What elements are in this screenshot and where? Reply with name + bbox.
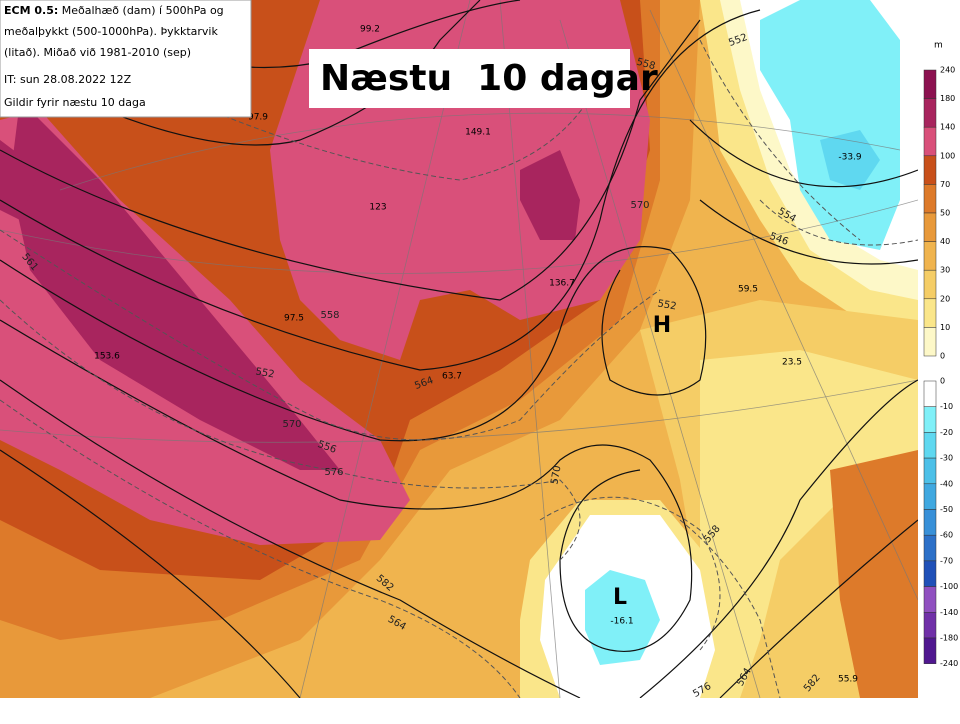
colorbar-swatch: [923, 69, 937, 99]
anomaly-label: 63.7: [442, 372, 462, 382]
header-bold: ECM 0.5:: [4, 4, 58, 17]
contour-label: 552: [657, 298, 678, 312]
anomaly-label: 149.1: [465, 128, 491, 138]
colorbar-label: -70: [940, 556, 953, 565]
contour-label: 570: [630, 200, 649, 211]
header-line: Gildir fyrir næstu 10 daga: [4, 96, 146, 109]
colorbar-swatch: [923, 212, 937, 242]
colorbar-label: -30: [940, 454, 953, 463]
colorbar-label: -240: [940, 659, 958, 668]
colorbar-label: 0: [940, 377, 945, 386]
contour-label: 570: [549, 465, 563, 486]
map: [0, 0, 918, 698]
anomaly-label: 55.9: [838, 675, 858, 685]
colorbar-swatch: [923, 586, 937, 613]
colorbar-label: 10: [940, 323, 950, 332]
colorbar-unit: m: [934, 41, 943, 51]
colorbar-swatch: [923, 184, 937, 214]
colorbar-label: 140: [940, 123, 955, 132]
anomaly-label: -33.9: [838, 153, 862, 163]
colorbar: 24018014010070504030201000-10-20-30-40-5…: [923, 66, 958, 668]
colorbar-swatch: [923, 612, 937, 639]
header-line: ECM 0.5: Meðalhæð (dam) í 500hPa og: [4, 4, 224, 17]
header-box: [0, 0, 252, 118]
contour-label: 570: [282, 419, 301, 430]
colorbar-label: 100: [940, 151, 955, 160]
colorbar-label: -10: [940, 402, 953, 411]
colorbar-label: 70: [940, 180, 950, 189]
colorbar-label: 0: [940, 352, 945, 361]
colorbar-swatch: [923, 380, 937, 407]
colorbar-label: 180: [940, 94, 955, 103]
colorbar-swatch: [923, 560, 937, 587]
colorbar-label: -60: [940, 531, 953, 540]
anomaly-label: 59.5: [738, 285, 758, 295]
colorbar-swatch: [923, 98, 937, 128]
anomaly-label: -16.1: [610, 617, 633, 627]
title-box: [309, 49, 630, 108]
anomaly-label: 97.9: [248, 113, 268, 123]
colorbar-swatch: [923, 241, 937, 271]
title: Næstu 10 dagar: [320, 58, 658, 99]
colorbar-swatch: [923, 637, 937, 664]
anomaly-label: 136.7: [549, 279, 575, 289]
header-line: meðalþykkt (500-1000hPa). Þykktarvik: [4, 25, 218, 38]
colorbar-label: -100: [940, 582, 958, 591]
header-text: Meðalhæð (dam) í 500hPa og: [58, 4, 223, 17]
colorbar-swatch: [923, 457, 937, 485]
contour-label: 552: [255, 366, 276, 380]
colorbar-label: 50: [940, 209, 950, 218]
contour-label: 558: [320, 310, 339, 321]
anomaly-label: 97.5: [284, 314, 304, 324]
colorbar-swatch: [923, 155, 937, 185]
colorbar-label: 20: [940, 294, 950, 303]
contour-label: 558: [635, 57, 656, 73]
colorbar-swatch: [923, 269, 937, 300]
colorbar-swatch: [923, 509, 937, 536]
colorbar-swatch: [923, 126, 937, 157]
header-line: (litað). Miðað við 1981-2010 (sep): [4, 46, 191, 59]
colorbar-swatch: [923, 406, 937, 433]
anomaly-label: 153.6: [94, 352, 120, 362]
colorbar-label: -40: [940, 479, 953, 488]
colorbar-label: 40: [940, 237, 950, 246]
colorbar-swatch: [923, 298, 937, 328]
pressure-center: H: [653, 313, 671, 338]
colorbar-swatch: [923, 327, 937, 357]
colorbar-label: -140: [940, 608, 958, 617]
colorbar-label: -20: [940, 428, 953, 437]
anomaly-label: 23.5: [782, 358, 802, 368]
colorbar-swatch: [923, 483, 937, 510]
header-line: IT: sun 28.08.2022 12Z: [4, 73, 132, 86]
anomaly-label: 99.2: [360, 25, 380, 35]
colorbar-swatch: [923, 534, 937, 562]
colorbar-swatch: [923, 432, 937, 459]
anomaly-label: 123: [369, 203, 386, 213]
contour-label: 576: [324, 467, 343, 478]
colorbar-label: -50: [940, 505, 953, 514]
colorbar-label: 240: [940, 66, 955, 75]
colorbar-label: -180: [940, 634, 958, 643]
pressure-center: L: [613, 585, 627, 610]
colorbar-label: 30: [940, 266, 950, 275]
